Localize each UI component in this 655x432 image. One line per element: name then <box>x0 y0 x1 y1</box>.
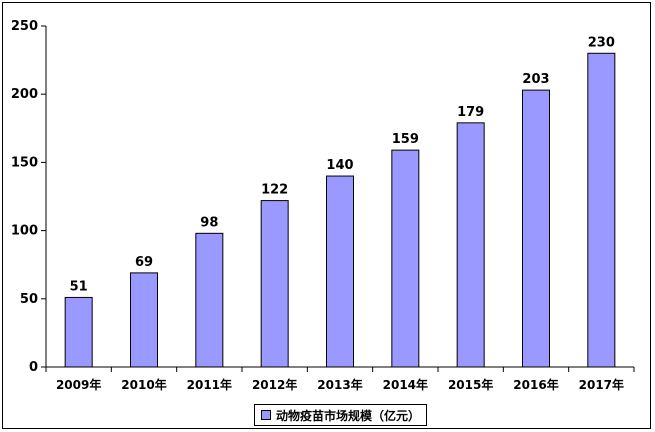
data-label-2013年: 140 <box>326 158 353 173</box>
legend-label: 动物疫苗市场规模（亿元） <box>276 408 421 423</box>
legend: 动物疫苗市场规模（亿元） <box>254 404 428 426</box>
y-tick-label-0: 0 <box>29 360 38 375</box>
x-tick-label-2015年: 2015年 <box>448 377 493 392</box>
bar-2010年 <box>130 272 158 368</box>
bar-2014年 <box>391 149 420 368</box>
data-label-2016年: 203 <box>522 72 549 87</box>
y-tick-label-100: 100 <box>11 224 38 239</box>
data-label-2011年: 98 <box>200 215 218 230</box>
data-label-2012年: 122 <box>261 183 288 198</box>
y-tick-label-50: 50 <box>20 292 38 307</box>
bar-2015年 <box>456 122 485 368</box>
bar-2017年 <box>587 52 616 368</box>
y-tick-label-250: 250 <box>11 19 38 34</box>
bar-2011年 <box>195 232 224 368</box>
y-tick-label-200: 200 <box>11 87 38 102</box>
x-tick-label-2012年: 2012年 <box>252 377 297 392</box>
data-label-2010年: 69 <box>135 255 153 270</box>
data-label-2015年: 179 <box>457 105 484 120</box>
x-tick-label-2013年: 2013年 <box>317 377 362 392</box>
bar-2012年 <box>260 200 289 368</box>
x-tick-label-2010年: 2010年 <box>121 377 166 392</box>
x-tick-label-2014年: 2014年 <box>383 377 428 392</box>
bar-2016年 <box>522 89 550 368</box>
data-label-2009年: 51 <box>70 279 88 294</box>
x-tick-label-2017年: 2017年 <box>579 377 624 392</box>
x-tick-label-2016年: 2016年 <box>513 377 558 392</box>
data-label-2017年: 230 <box>588 35 615 50</box>
bar-2013年 <box>326 175 354 368</box>
data-label-2014年: 159 <box>392 132 419 147</box>
legend-swatch <box>261 410 271 420</box>
x-tick-label-2009年: 2009年 <box>56 377 101 392</box>
x-tick-label-2011年: 2011年 <box>187 377 232 392</box>
bar-2009年 <box>64 296 93 368</box>
y-tick-label-150: 150 <box>11 155 38 170</box>
